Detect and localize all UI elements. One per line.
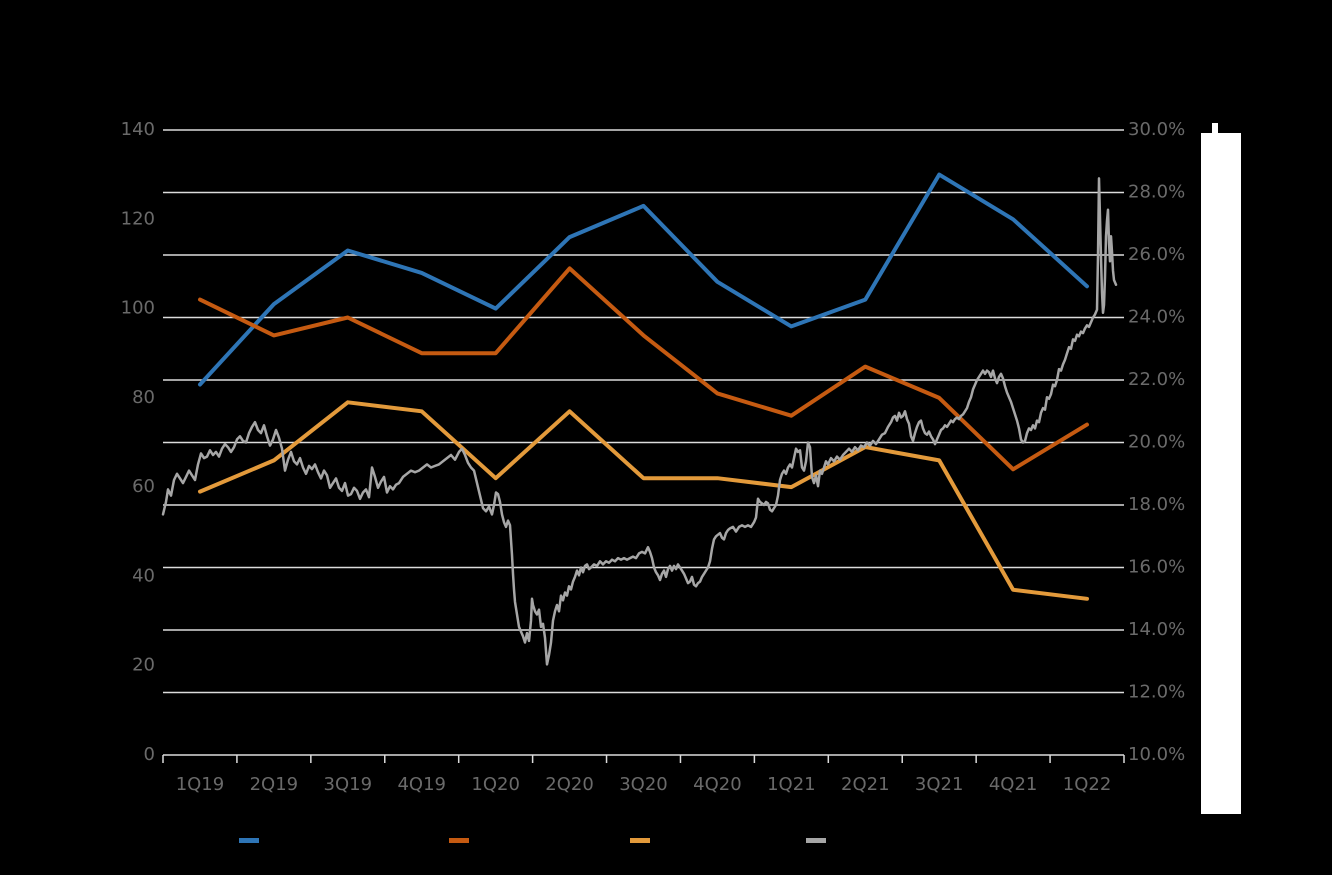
white-strip-notch bbox=[1212, 123, 1218, 135]
x-axis-tick-label: 2Q21 bbox=[841, 774, 890, 795]
x-axis-tick-label: 3Q21 bbox=[915, 774, 964, 795]
x-axis-tick-label: 2Q19 bbox=[250, 774, 299, 795]
series2-dark-orange-line bbox=[198, 266, 1089, 472]
y-axis-right-tick-label: 10.0% bbox=[1128, 744, 1185, 765]
y-axis-left-tick-label: 100 bbox=[121, 298, 155, 319]
y-axis-right-tick-label: 16.0% bbox=[1128, 557, 1185, 578]
x-axis-tick-label: 4Q21 bbox=[989, 774, 1038, 795]
y-axis-left-tick-label: 80 bbox=[132, 387, 155, 408]
y-axis-left-tick-label: 20 bbox=[132, 655, 155, 676]
series4-gray-daily-line bbox=[161, 177, 1118, 666]
y-axis-left-tick-label: 0 bbox=[144, 744, 155, 765]
y-axis-left-tick-label: 120 bbox=[121, 208, 155, 229]
x-axis-tick-label: 3Q19 bbox=[324, 774, 373, 795]
x-axis-tick-label: 2Q20 bbox=[545, 774, 594, 795]
legend-swatch-series1-blue bbox=[239, 838, 259, 843]
x-axis-tick-label: 4Q20 bbox=[693, 774, 742, 795]
legend-swatch-series3-gold bbox=[630, 838, 650, 843]
series1-blue-line bbox=[198, 172, 1089, 387]
y-axis-right-tick-label: 24.0% bbox=[1128, 307, 1185, 328]
y-axis-right-tick-label: 18.0% bbox=[1128, 494, 1185, 515]
y-axis-right-tick-label: 12.0% bbox=[1128, 682, 1185, 703]
y-axis-right-tick-label: 26.0% bbox=[1128, 244, 1185, 265]
x-axis-tick-label: 1Q21 bbox=[767, 774, 816, 795]
x-axis-tick-label: 1Q19 bbox=[176, 774, 225, 795]
x-axis-tick-label: 1Q22 bbox=[1063, 774, 1112, 795]
y-axis-right-tick-label: 20.0% bbox=[1128, 432, 1185, 453]
y-axis-right-tick-label: 22.0% bbox=[1128, 369, 1185, 390]
white-strip bbox=[1201, 133, 1241, 814]
x-axis-tick-label: 3Q20 bbox=[619, 774, 668, 795]
y-axis-left-tick-label: 60 bbox=[132, 476, 155, 497]
legend-swatch-series4-gray-daily bbox=[806, 838, 826, 843]
legend-swatch-series2-dark-orange bbox=[449, 838, 469, 843]
x-axis-tick-label: 4Q19 bbox=[397, 774, 446, 795]
y-axis-left-tick-label: 140 bbox=[121, 119, 155, 140]
y-axis-right-tick-label: 28.0% bbox=[1128, 182, 1185, 203]
series3-gold-line bbox=[198, 400, 1089, 601]
y-axis-right-tick-label: 30.0% bbox=[1128, 119, 1185, 140]
y-axis-left-tick-label: 40 bbox=[132, 565, 155, 586]
y-axis-right-tick-label: 14.0% bbox=[1128, 619, 1185, 640]
x-axis-tick-label: 1Q20 bbox=[471, 774, 520, 795]
